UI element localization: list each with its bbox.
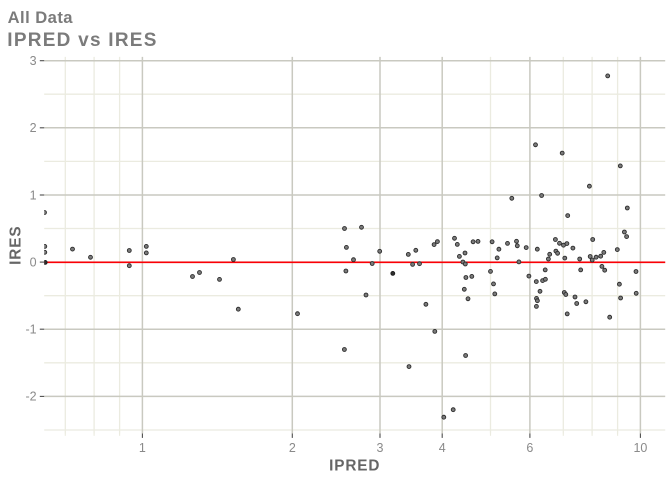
svg-text:All Data: All Data bbox=[8, 8, 74, 27]
svg-text:IRES: IRES bbox=[7, 226, 24, 265]
svg-text:IPRED vs IRES: IPRED vs IRES bbox=[7, 30, 157, 51]
svg-text:10: 10 bbox=[633, 441, 647, 455]
svg-text:4: 4 bbox=[439, 441, 446, 455]
svg-text:1: 1 bbox=[139, 441, 146, 455]
svg-text:1: 1 bbox=[30, 188, 37, 202]
svg-text:-1: -1 bbox=[25, 323, 36, 337]
svg-text:3: 3 bbox=[30, 54, 37, 68]
svg-text:3: 3 bbox=[377, 441, 384, 455]
svg-text:-2: -2 bbox=[25, 390, 36, 404]
svg-text:0: 0 bbox=[30, 255, 37, 269]
svg-text:IPRED: IPRED bbox=[329, 458, 380, 475]
svg-text:2: 2 bbox=[289, 441, 296, 455]
svg-text:2: 2 bbox=[30, 121, 37, 135]
svg-text:6: 6 bbox=[526, 441, 533, 455]
